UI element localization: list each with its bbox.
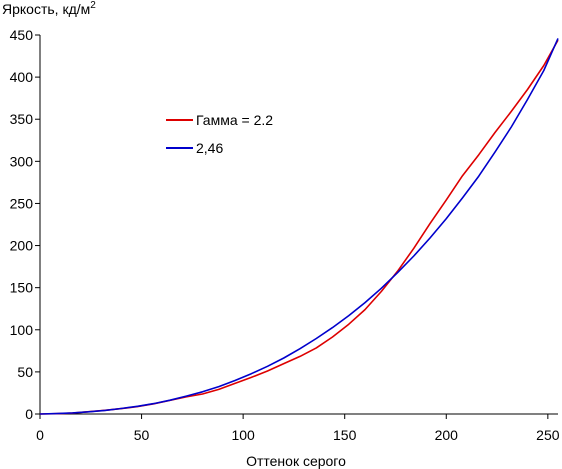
- legend-label-2: 2,46: [196, 140, 223, 156]
- y-tick-label: 50: [17, 364, 33, 380]
- x-axis-title: Оттенок серого: [246, 453, 346, 469]
- y-tick-label: 400: [10, 69, 34, 85]
- y-tick-label: 250: [10, 195, 34, 211]
- series-layer: [39, 38, 559, 415]
- y-axis: 0 50 100 150 200 250 300 350 400 450: [10, 27, 40, 422]
- y-tick-label: 200: [10, 238, 34, 254]
- x-tick-label: 150: [333, 427, 357, 443]
- y-tick-label: 150: [10, 280, 34, 296]
- y-tick-label: 100: [10, 322, 34, 338]
- series-line-2: [39, 38, 559, 415]
- legend-label-1: Гамма = 2.2: [196, 112, 273, 128]
- x-tick-label: 200: [435, 427, 459, 443]
- x-tick-label: 100: [231, 427, 255, 443]
- x-tick-label: 0: [36, 427, 44, 443]
- legend: Гамма = 2.2 2,46: [166, 112, 273, 156]
- series-line-1: [39, 39, 559, 415]
- y-axis-title-superscript: 2: [90, 0, 96, 11]
- x-axis: 0 50 100 150 200 250: [36, 414, 560, 443]
- y-tick-label: 450: [10, 27, 34, 43]
- y-tick-label: 350: [10, 111, 34, 127]
- y-tick-label: 300: [10, 153, 34, 169]
- x-tick-label: 50: [134, 427, 150, 443]
- y-tick-label: 0: [25, 406, 33, 422]
- y-axis-title: Яркость, кд/м2: [2, 0, 96, 17]
- x-tick-label: 250: [536, 427, 560, 443]
- y-axis-title-main: Яркость, кд/м: [2, 1, 90, 17]
